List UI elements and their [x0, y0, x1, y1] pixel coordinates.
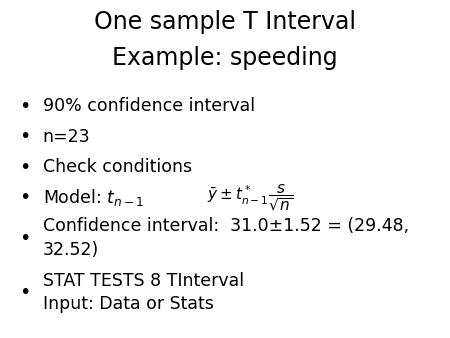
Text: •: •	[19, 97, 31, 116]
Text: •: •	[19, 127, 31, 146]
Text: •: •	[19, 229, 31, 248]
Text: Example: speeding: Example: speeding	[112, 46, 338, 70]
Text: Check conditions: Check conditions	[43, 158, 192, 176]
Text: Model: $t_{n-1}$: Model: $t_{n-1}$	[43, 187, 144, 208]
Text: •: •	[19, 188, 31, 207]
Text: STAT TESTS 8 TInterval
Input: Data or Stats: STAT TESTS 8 TInterval Input: Data or St…	[43, 271, 244, 313]
Text: n=23: n=23	[43, 128, 90, 146]
Text: •: •	[19, 158, 31, 177]
Text: Confidence interval:  31.0±1.52 = (29.48,
32.52): Confidence interval: 31.0±1.52 = (29.48,…	[43, 217, 409, 259]
Text: •: •	[19, 283, 31, 302]
Text: $\bar{y} \pm t^*_{n-1}\dfrac{s}{\sqrt{n}}$: $\bar{y} \pm t^*_{n-1}\dfrac{s}{\sqrt{n}…	[207, 183, 293, 213]
Text: 90% confidence interval: 90% confidence interval	[43, 97, 255, 116]
Text: One sample T Interval: One sample T Interval	[94, 10, 356, 34]
